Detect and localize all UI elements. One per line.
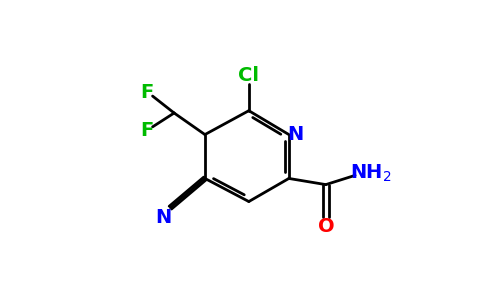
Text: O: O <box>318 217 334 236</box>
Text: Cl: Cl <box>238 66 259 85</box>
Text: F: F <box>140 83 154 102</box>
Text: NH$_2$: NH$_2$ <box>349 163 391 184</box>
Text: F: F <box>140 121 154 140</box>
Text: N: N <box>287 125 303 144</box>
Text: N: N <box>155 208 171 227</box>
